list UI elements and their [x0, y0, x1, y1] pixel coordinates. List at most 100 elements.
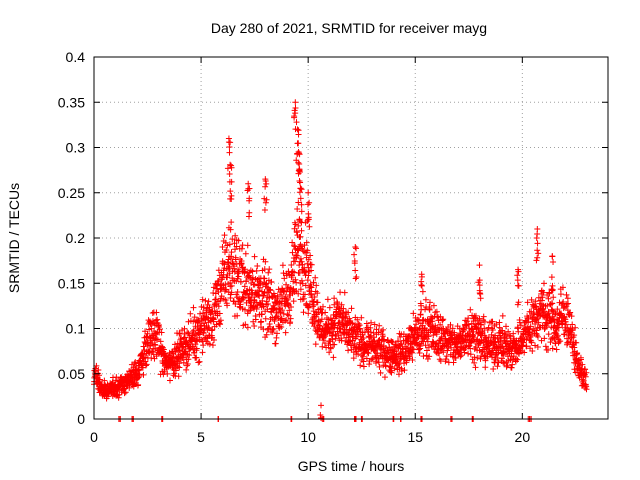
data-point	[176, 360, 183, 367]
data-point	[296, 269, 303, 276]
data-point	[417, 311, 424, 318]
data-point	[460, 327, 467, 334]
data-point	[351, 251, 358, 258]
data-point	[387, 364, 394, 371]
data-point	[269, 329, 276, 336]
data-point	[358, 314, 365, 321]
data-point	[564, 295, 571, 302]
y-axis-label: SRMTID / TECUs	[6, 183, 22, 293]
data-point	[229, 236, 236, 243]
data-point	[422, 296, 429, 303]
data-point	[297, 286, 304, 293]
data-point	[262, 183, 269, 190]
data-point	[235, 237, 242, 244]
data-point	[452, 355, 459, 362]
data-point	[160, 346, 167, 353]
data-point	[491, 339, 498, 346]
data-point	[437, 321, 444, 328]
data-point	[241, 283, 248, 290]
data-point	[244, 187, 251, 194]
data-point	[142, 362, 149, 369]
data-point	[252, 316, 259, 323]
data-point	[451, 329, 458, 336]
data-point	[545, 331, 552, 338]
data-point	[535, 250, 542, 257]
data-point	[153, 353, 160, 360]
data-point	[409, 349, 416, 356]
data-point	[375, 329, 382, 336]
data-point	[314, 331, 321, 338]
data-point	[467, 351, 474, 358]
data-point	[493, 321, 500, 328]
data-point	[469, 332, 476, 339]
data-point	[96, 376, 103, 383]
data-point	[184, 362, 191, 369]
data-point	[322, 309, 329, 316]
data-point	[184, 361, 191, 368]
data-point	[298, 277, 305, 284]
data-point	[241, 306, 248, 313]
data-point	[555, 324, 562, 331]
data-point	[294, 206, 301, 213]
y-tick-label: 0.25	[58, 185, 85, 201]
data-point	[547, 339, 554, 346]
data-point	[529, 347, 536, 354]
data-point	[549, 307, 556, 314]
data-point	[293, 157, 300, 164]
data-point	[422, 342, 429, 349]
data-point	[297, 179, 304, 186]
data-point	[541, 335, 548, 342]
data-point	[294, 126, 301, 133]
data-point	[200, 310, 207, 317]
data-point	[246, 197, 253, 204]
data-point	[228, 192, 235, 199]
data-point	[360, 334, 367, 341]
data-point	[216, 320, 223, 327]
data-point	[376, 363, 383, 370]
data-point	[474, 354, 481, 361]
data-point	[234, 312, 241, 319]
data-point	[582, 373, 589, 380]
data-point	[313, 282, 320, 289]
data-point	[288, 303, 295, 310]
x-tick-label: 15	[407, 429, 423, 445]
data-point	[243, 278, 250, 285]
data-point	[140, 343, 147, 350]
data-point	[286, 320, 293, 327]
data-point	[262, 199, 269, 206]
data-point	[242, 321, 249, 328]
data-point	[153, 309, 160, 316]
data-point	[209, 326, 216, 333]
data-point	[513, 355, 520, 362]
data-point	[402, 349, 409, 356]
data-point	[520, 339, 527, 346]
data-point	[463, 318, 470, 325]
data-point	[355, 351, 362, 358]
data-point	[312, 341, 319, 348]
data-point	[367, 324, 374, 331]
data-point	[232, 246, 239, 253]
data-point	[318, 402, 325, 409]
data-point	[227, 226, 234, 233]
data-point	[398, 340, 405, 347]
data-point	[533, 234, 540, 241]
data-point	[282, 329, 289, 336]
data-point	[296, 177, 303, 184]
data-point	[140, 371, 147, 378]
data-point	[424, 356, 431, 363]
data-point	[203, 314, 210, 321]
data-point	[559, 300, 566, 307]
data-point	[233, 243, 240, 250]
data-point	[365, 350, 372, 357]
data-point	[476, 287, 483, 294]
data-point	[209, 342, 216, 349]
data-point	[292, 110, 299, 117]
data-point	[227, 195, 234, 202]
data-point	[549, 253, 556, 260]
data-point	[308, 290, 315, 297]
data-point	[281, 275, 288, 282]
data-point	[263, 331, 270, 338]
data-point	[304, 260, 311, 267]
data-point	[360, 363, 367, 370]
data-point	[224, 302, 231, 309]
